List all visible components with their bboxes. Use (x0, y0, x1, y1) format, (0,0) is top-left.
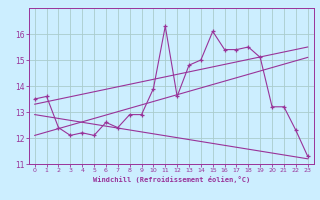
X-axis label: Windchill (Refroidissement éolien,°C): Windchill (Refroidissement éolien,°C) (92, 176, 250, 183)
